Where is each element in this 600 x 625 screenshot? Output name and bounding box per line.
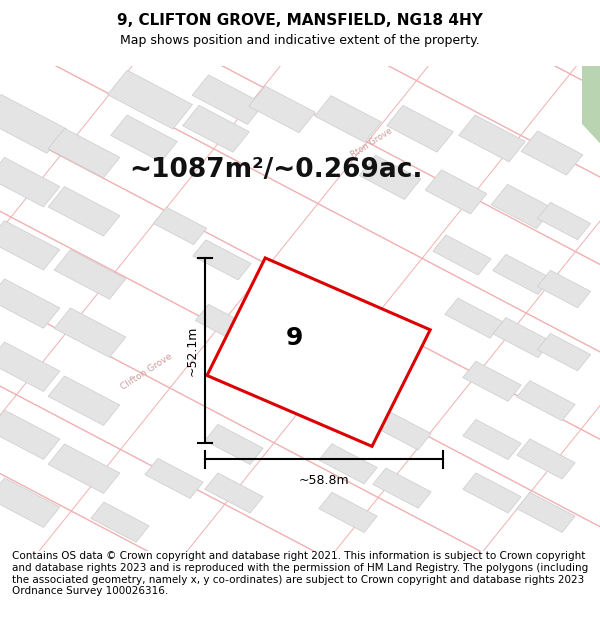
Polygon shape: [107, 70, 193, 129]
Polygon shape: [463, 473, 521, 513]
Text: ~58.8m: ~58.8m: [299, 474, 349, 487]
Polygon shape: [359, 155, 421, 199]
Polygon shape: [386, 106, 454, 152]
Text: Clifton Grove: Clifton Grove: [119, 352, 175, 391]
Polygon shape: [445, 298, 503, 338]
Polygon shape: [54, 308, 126, 358]
Polygon shape: [48, 444, 120, 493]
Polygon shape: [0, 158, 60, 207]
Polygon shape: [517, 439, 575, 479]
Polygon shape: [91, 502, 149, 542]
Polygon shape: [373, 410, 431, 450]
Polygon shape: [458, 115, 526, 162]
Polygon shape: [425, 170, 487, 214]
Polygon shape: [0, 478, 60, 528]
Polygon shape: [48, 128, 120, 178]
Polygon shape: [538, 270, 590, 308]
Polygon shape: [463, 419, 521, 459]
Polygon shape: [0, 279, 60, 328]
Polygon shape: [517, 381, 575, 421]
Polygon shape: [433, 235, 491, 275]
Polygon shape: [110, 115, 178, 162]
Polygon shape: [0, 94, 67, 153]
Text: Rton Grove: Rton Grove: [350, 127, 394, 160]
Text: ~1087m²/~0.269ac.: ~1087m²/~0.269ac.: [129, 157, 423, 183]
Polygon shape: [0, 342, 60, 391]
Polygon shape: [463, 361, 521, 401]
Polygon shape: [182, 106, 250, 152]
Polygon shape: [145, 458, 203, 499]
Polygon shape: [193, 240, 251, 280]
Text: 9, CLIFTON GROVE, MANSFIELD, NG18 4HY: 9, CLIFTON GROVE, MANSFIELD, NG18 4HY: [117, 13, 483, 28]
Polygon shape: [54, 250, 126, 299]
Polygon shape: [314, 96, 382, 142]
Polygon shape: [521, 131, 583, 175]
Polygon shape: [319, 492, 377, 532]
Polygon shape: [517, 492, 575, 532]
Polygon shape: [319, 386, 377, 426]
Polygon shape: [192, 75, 264, 124]
Polygon shape: [205, 424, 263, 464]
Polygon shape: [48, 187, 120, 236]
Polygon shape: [207, 258, 430, 446]
Polygon shape: [256, 319, 308, 356]
Polygon shape: [319, 444, 377, 484]
Polygon shape: [493, 318, 551, 357]
Polygon shape: [373, 468, 431, 508]
Polygon shape: [196, 304, 248, 342]
Polygon shape: [48, 376, 120, 426]
Polygon shape: [205, 473, 263, 513]
Polygon shape: [0, 410, 60, 459]
Polygon shape: [0, 221, 60, 270]
Polygon shape: [493, 254, 551, 294]
Polygon shape: [491, 184, 553, 229]
Text: Contains OS data © Crown copyright and database right 2021. This information is : Contains OS data © Crown copyright and d…: [12, 551, 588, 596]
Polygon shape: [248, 86, 316, 132]
Polygon shape: [154, 207, 206, 244]
Polygon shape: [582, 66, 600, 143]
Text: Map shows position and indicative extent of the property.: Map shows position and indicative extent…: [120, 34, 480, 48]
Polygon shape: [538, 333, 590, 371]
Text: 9: 9: [286, 326, 303, 350]
Polygon shape: [538, 202, 590, 240]
Text: ~52.1m: ~52.1m: [185, 326, 199, 376]
